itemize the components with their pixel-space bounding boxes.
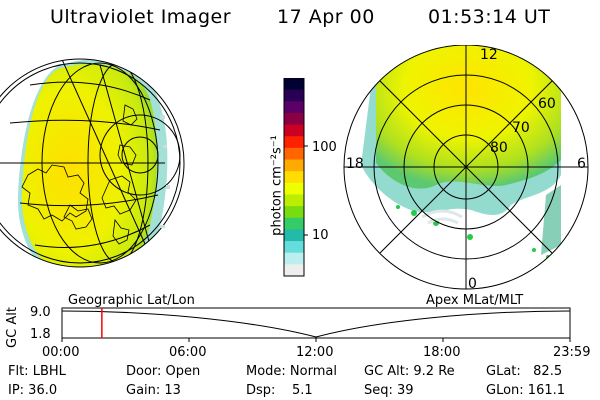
mlat-80-label: 80 [490,140,508,156]
colorbar-swatch [284,124,304,137]
date-label: 17 Apr 00 [277,6,375,28]
mlat-70-label: 70 [512,120,530,136]
intensity-colorbar [283,78,308,277]
glon-status: GLon: 161.1 [486,383,566,398]
seq-status: Seq: 39 [364,383,414,398]
polar-image [343,45,589,290]
mode-status: Mode: Normal [246,364,337,379]
alt-ytick-high: 9.0 [30,305,51,320]
mlat-60-label: 60 [538,96,556,112]
alt-ytick-low: 1.8 [30,327,51,342]
colorbar-swatch [284,264,304,277]
alt-xtick-0600: 06:00 [169,345,207,360]
colorbar-swatch [284,171,304,184]
alt-ylabel: GC Alt [4,307,20,348]
colorbar-swatch [284,147,304,161]
alt-xtick-1800: 18:00 [423,345,461,360]
door-status: Door: Open [126,364,201,379]
alt-xtick-0000: 00:00 [42,345,80,360]
colorbar-swatch [284,112,304,126]
colorbar-swatch [284,101,304,114]
colorbar-swatch [284,217,304,230]
geographic-image [0,58,185,268]
dsp-status: Dsp: 5.1 [246,383,313,398]
colorbar-swatch [284,229,304,242]
glat-status: GLat: 82.5 [486,364,563,379]
colorbar-swatch [284,136,304,149]
alt-xtick-1200: 12:00 [296,345,334,360]
colorbar-swatch [284,206,304,219]
colorbar-swatch [284,78,304,91]
mlt-12-label: 12 [480,47,498,63]
colorbar-tick-10: 10 [312,228,329,243]
ip-status: IP: 36.0 [8,383,58,398]
altitude-timeline [61,307,571,342]
colorbar-swatch [284,194,304,207]
geographic-caption: Geographic Lat/Lon [68,293,195,308]
colorbar-unit-label: photon cm⁻²s⁻¹ [269,135,285,236]
gain-status: Gain: 13 [126,383,181,398]
mlt-6-label: 6 [577,156,586,172]
mlt-18-label: 18 [346,156,364,172]
colorbar-swatch [284,252,304,265]
colorbar-swatch [284,89,304,102]
colorbar-swatch [284,241,304,254]
colorbar-swatch [284,182,304,195]
colorbar-tick-100: 100 [312,140,337,155]
filter-status: Flt: LBHL [8,364,66,379]
gcalt-status: GC Alt: 9.2 Re [364,364,455,379]
time-label: 01:53:14 UT [428,6,551,28]
colorbar-swatch [284,159,304,172]
apex-caption: Apex MLat/MLT [426,293,524,308]
mlt-0-label: 0 [468,276,477,292]
alt-xtick-2359: 23:59 [553,345,591,360]
app-title: Ultraviolet Imager [50,6,232,28]
